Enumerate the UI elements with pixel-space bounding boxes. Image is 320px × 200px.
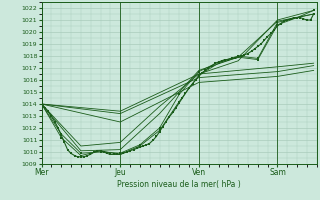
X-axis label: Pression niveau de la mer( hPa ): Pression niveau de la mer( hPa ) xyxy=(117,180,241,189)
